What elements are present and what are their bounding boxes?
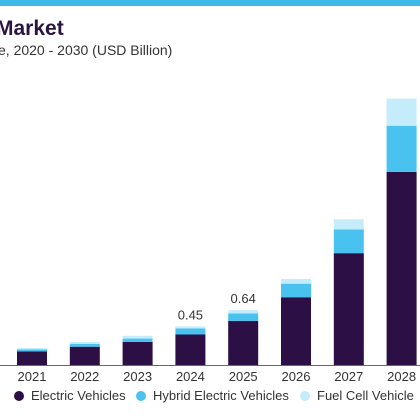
bar-electric-2026 [281,297,311,365]
x-tick-label: 2025 [229,369,258,384]
bar-fuel-cell-2022 [69,341,100,344]
data-label-2024: 0.45 [178,307,203,322]
bar-hybrid-2028 [386,125,417,172]
bar-fuel-cell-2028 [386,98,417,126]
bar-hybrid-2021 [17,349,47,352]
legend-item-hybrid: Hybrid Electric Vehicles [136,388,289,403]
chart-title: Market [0,17,64,40]
x-tick-label: 2026 [282,369,311,384]
bar-fuel-cell-2024 [175,326,206,329]
bar-hybrid-2023 [122,338,153,342]
legend-swatch-hybrid [136,390,146,401]
legend-item-electric: Electric Vehicles [14,388,126,403]
legend-swatch-fuel-cell [300,390,310,401]
bar-fuel-cell-2021 [17,348,47,350]
legend-label-fuel-cell: Fuel Cell Vehicle [317,388,414,403]
bar-hybrid-2027 [333,229,364,254]
bar-fuel-cell-2026 [281,278,311,284]
bar-electric-2023 [122,341,153,365]
bar-hybrid-2024 [175,328,206,335]
data-label-2025: 0.64 [231,291,256,306]
top-accent-rule [0,0,420,6]
x-tick-label: 2021 [18,369,47,384]
bar-fuel-cell-2025 [228,310,259,314]
x-tick-label: 2028 [387,369,416,384]
bar-fuel-cell-2027 [333,219,364,230]
x-tick-label: 2024 [176,369,205,384]
bar-fuel-cell-2023 [122,335,153,339]
bar-hybrid-2025 [228,313,259,321]
bar-hybrid-2026 [281,283,311,298]
legend-item-fuel-cell: Fuel Cell Vehicle [300,388,414,403]
bar-electric-2024 [175,334,206,365]
x-tick-label: 2023 [123,369,152,384]
legend-label-hybrid: Hybrid Electric Vehicles [153,388,289,403]
bar-hybrid-2022 [69,343,100,347]
x-tick-label: 2027 [334,369,363,384]
legend-swatch-electric [14,390,24,401]
chart-subtitle: e, 2020 - 2030 (USD Billion) [0,42,173,58]
bar-electric-2025 [228,320,259,365]
bar-electric-2021 [17,351,47,365]
bar-electric-2027 [333,253,364,365]
bar-electric-2028 [386,171,417,365]
bar-electric-2022 [69,346,100,365]
x-tick-label: 2022 [70,369,99,384]
chart-legend: Electric Vehicles Hybrid Electric Vehicl… [0,388,420,410]
legend-label-electric: Electric Vehicles [31,388,126,403]
